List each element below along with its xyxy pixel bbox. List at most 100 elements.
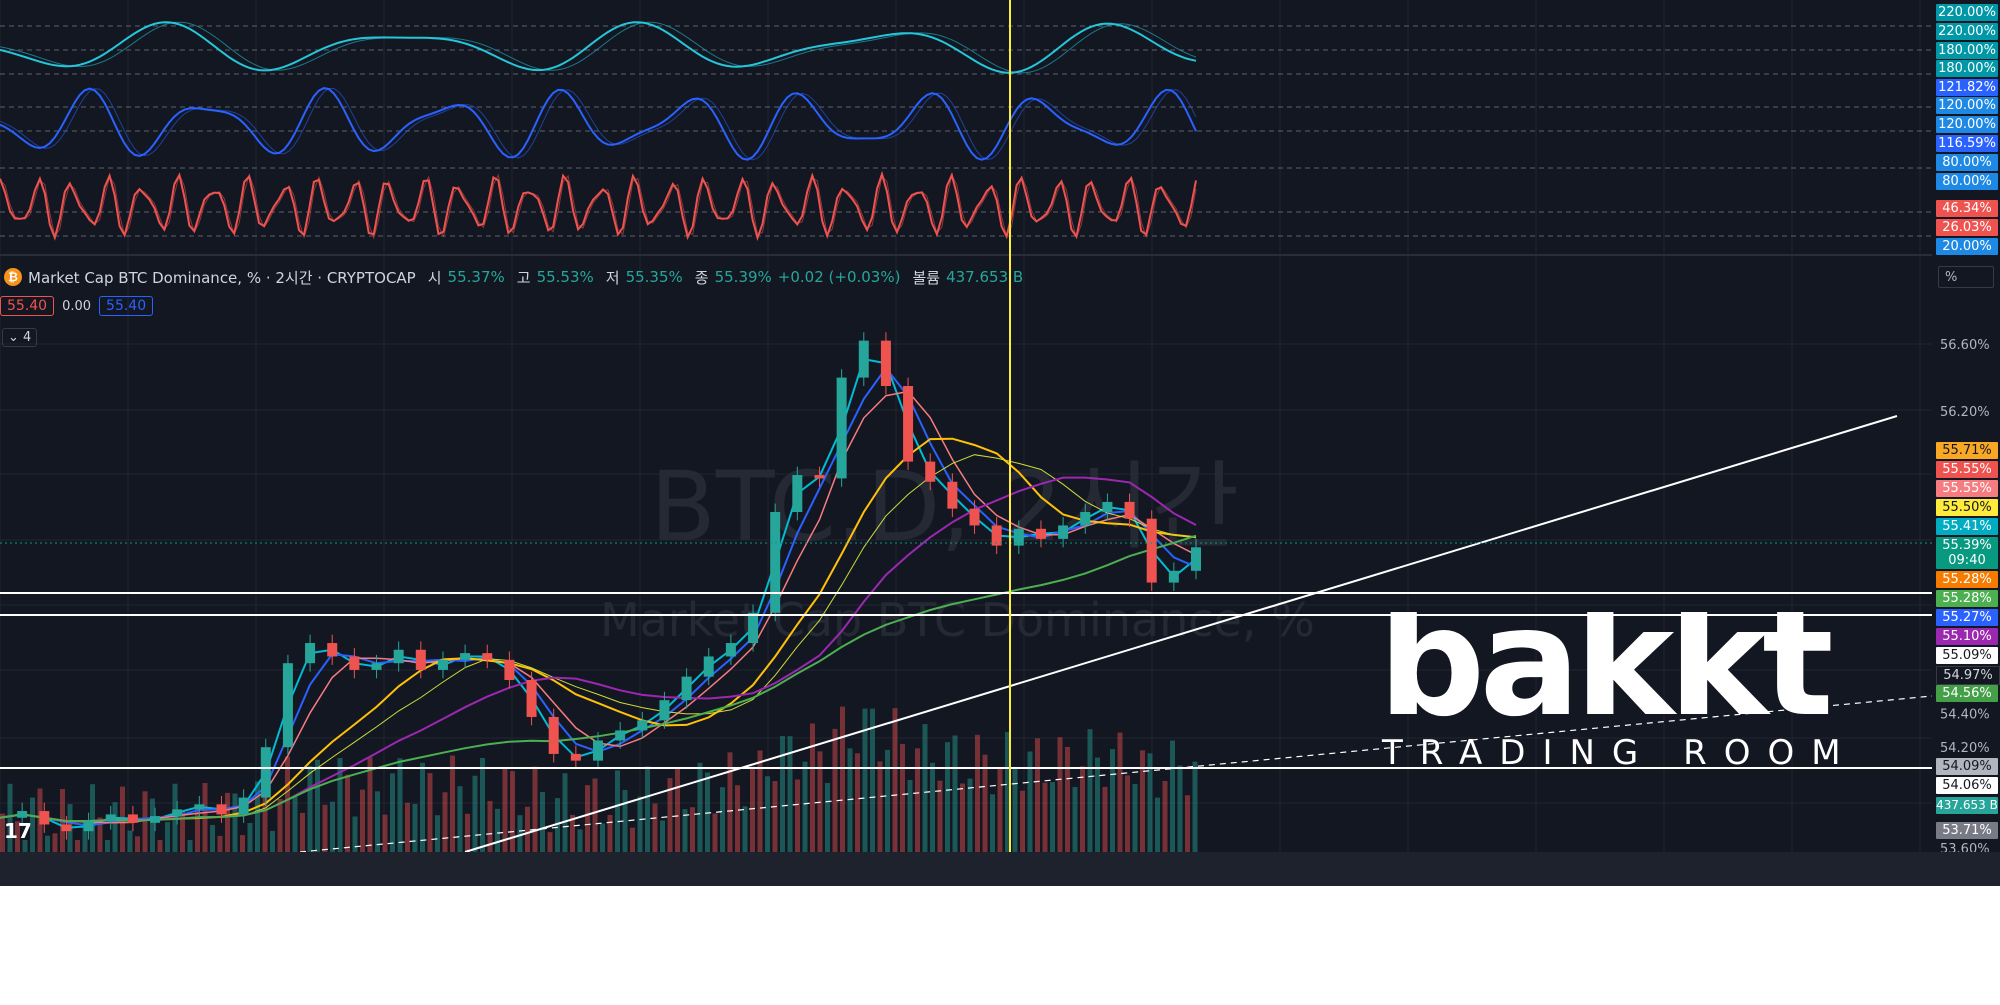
percent-scale-button[interactable]: % (1938, 266, 1994, 288)
price-tag: 55.09% (1936, 647, 1998, 664)
volume-bar (427, 773, 433, 852)
volume-bar (562, 773, 568, 852)
volume-bar (1170, 740, 1175, 852)
price-tag: 54.56% (1936, 685, 1998, 702)
osc-axis-tag: 120.00% (1936, 97, 1998, 114)
osc-axis-tag: 220.00% (1936, 4, 1998, 21)
price-axis-label: 56.20% (1940, 405, 1990, 420)
volume-bar (742, 806, 748, 852)
legend-high-value: 55.53% (536, 268, 594, 286)
volume-bar (375, 791, 380, 852)
indicators-toggle[interactable]: ⌄ 4 (2, 328, 38, 347)
volume-bar (480, 757, 485, 852)
osc-main-line (0, 170, 1197, 241)
sell-button[interactable]: 55.40 (0, 296, 55, 316)
volume-bar (1125, 775, 1130, 852)
buy-button[interactable]: 55.40 (99, 296, 154, 316)
candle-body (526, 680, 537, 717)
volume-bar (690, 807, 695, 852)
volume-bar (862, 708, 868, 852)
candle-body (172, 809, 183, 817)
volume-bar (615, 770, 620, 852)
candle-body (1058, 525, 1069, 539)
candle-body (305, 643, 316, 664)
chart-svg[interactable]: BTC.D, 2시간 Market Cap BTC Dominance, % 5… (0, 0, 2000, 886)
volume-bar (195, 805, 200, 852)
volume-bar (1110, 749, 1115, 852)
volume-bar (952, 735, 958, 852)
bottom-toolbar[interactable] (0, 852, 2000, 886)
volume-bar (1027, 751, 1033, 852)
volume-bar (90, 784, 95, 852)
dashed-trendline[interactable] (299, 695, 1933, 853)
volume-bar (330, 801, 335, 852)
candle-body (460, 653, 471, 660)
indicators-count: 4 (23, 330, 32, 345)
volume-bar (645, 766, 650, 852)
volume-bar (810, 723, 815, 852)
candle-body (659, 700, 670, 721)
candle-body (615, 730, 626, 741)
volume-bar (600, 823, 605, 852)
volume-bar (1117, 732, 1123, 852)
osc-main-line (0, 87, 1197, 161)
volume-bar (780, 736, 785, 852)
volume-bar (727, 752, 733, 852)
legend-title[interactable]: Market Cap BTC Dominance, % · 2시간 · CRYP… (28, 268, 416, 287)
candle-body (393, 649, 404, 664)
volume-bar (487, 800, 493, 852)
volume-bar (825, 782, 830, 852)
volume-bar (622, 789, 628, 852)
volume-bar (712, 813, 718, 852)
volume-bar (832, 728, 838, 852)
volume-bar (855, 753, 860, 852)
price-tag: 437.653 B (1936, 797, 1998, 814)
legend-close-value: 55.39% (714, 268, 772, 286)
volume-bar (112, 802, 118, 852)
candle-body (836, 377, 847, 479)
volume-bar (540, 791, 545, 852)
volume-bar (390, 773, 395, 852)
volume-bar (435, 815, 440, 852)
volume-bar (277, 798, 283, 852)
volume-bar (915, 748, 920, 852)
trade-values: 55.40 0.00 55.40 (0, 296, 154, 316)
volume-bar (735, 785, 740, 852)
volume-bar (660, 820, 665, 852)
logo-brand: bakkt (1378, 612, 1831, 750)
volume-bar (1072, 786, 1078, 852)
chevron-down-icon: ⌄ (8, 330, 19, 345)
candle-body (83, 821, 94, 832)
volume-bar (997, 767, 1003, 852)
volume-bar (682, 809, 688, 852)
trendline[interactable] (464, 415, 1898, 853)
chart-frame[interactable]: BTC.D, 2시간 Market Cap BTC Dominance, % 5… (0, 0, 2000, 886)
cyan-oscillator (0, 21, 1197, 74)
candle-body (681, 676, 692, 701)
candle-body (282, 663, 293, 748)
volume-bar (255, 781, 260, 852)
price-tag: 54.97% (1936, 666, 2000, 685)
candle-body (194, 804, 205, 810)
volume-bar (570, 814, 575, 852)
volume-bar (937, 780, 943, 852)
logo-subtitle: TRADING ROOM (1381, 733, 1838, 772)
osc-axis-tag: 26.03% (1936, 219, 1998, 236)
price-tag: 53.71% (1936, 822, 1998, 839)
price-tag: 55.39% (1936, 537, 1998, 554)
volume-bar (1147, 753, 1153, 852)
volume-bar (150, 798, 155, 852)
osc-signal-line (0, 88, 1197, 161)
volume-bar (247, 823, 253, 852)
candle-body (703, 656, 714, 677)
bitcoin-icon: ₿ (4, 268, 22, 286)
volume-bar (637, 796, 643, 852)
volume-bar (975, 734, 980, 852)
price-tag: 09:40 (1936, 552, 1998, 569)
volume-bar (907, 779, 913, 852)
price-tag: 55.27% (1936, 609, 1998, 626)
volume-bar (757, 750, 763, 852)
osc-axis-tag: 121.82% (1936, 79, 1998, 96)
volume-bar (1177, 765, 1183, 852)
volume-bar (1012, 766, 1018, 852)
